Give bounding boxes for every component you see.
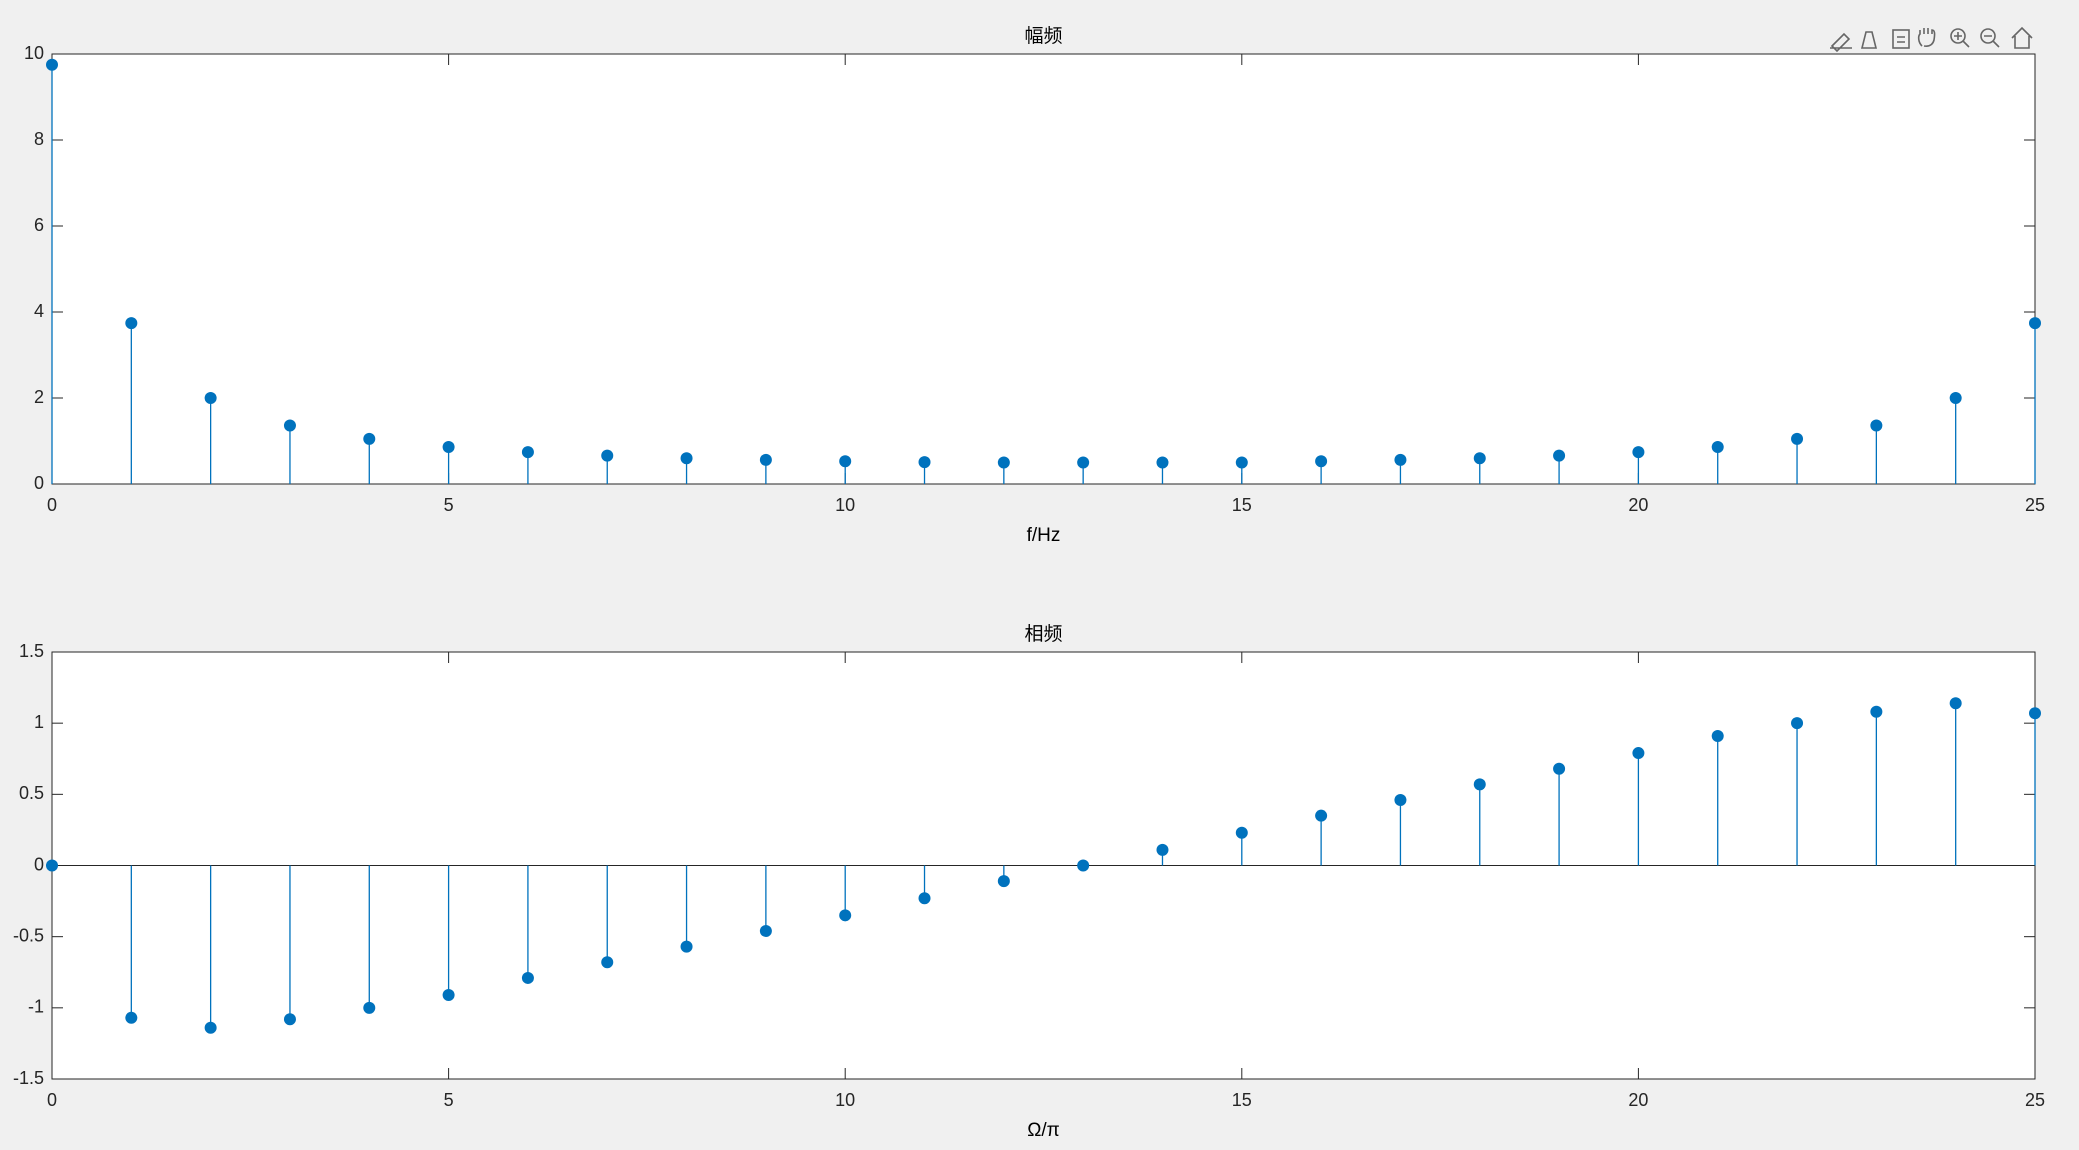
stem-marker (1791, 717, 1804, 730)
x-tick-label: 20 (1628, 1090, 1648, 1110)
stem-marker (839, 909, 852, 922)
toolbar (1830, 26, 2033, 53)
stem-marker (601, 956, 614, 969)
x-tick-label: 15 (1232, 1090, 1252, 1110)
stem-marker (1473, 452, 1486, 465)
stem-marker (283, 1013, 296, 1026)
y-tick-label: 10 (24, 43, 44, 63)
stem-marker (46, 58, 58, 71)
stem-marker (918, 456, 931, 469)
stem-marker (997, 875, 1010, 888)
stem-marker (1711, 729, 1724, 742)
stem-marker (601, 449, 614, 462)
x-tick-label: 25 (2025, 495, 2045, 515)
stem-marker (521, 446, 534, 459)
stem-marker (759, 924, 772, 937)
stem-marker (204, 392, 217, 404)
y-tick-label: -1 (28, 997, 44, 1017)
stem-marker (1156, 843, 1169, 856)
stem-marker (125, 317, 138, 330)
x-axis-label: Ω/π (1027, 1120, 1060, 1141)
stem-marker (680, 452, 693, 465)
x-tick-label: 5 (444, 1090, 454, 1110)
stem-marker (918, 892, 931, 905)
x-tick-label: 0 (47, 495, 57, 515)
stem-marker (442, 989, 455, 1002)
stem-marker (125, 1011, 138, 1024)
stem-marker (1473, 778, 1486, 791)
y-tick-label: 1 (34, 712, 44, 732)
y-tick-label: -1.5 (13, 1068, 44, 1088)
x-tick-label: 15 (1232, 495, 1252, 515)
stem-marker (2029, 317, 2041, 330)
datatip-icon[interactable] (1860, 31, 1878, 49)
stem-marker (680, 940, 693, 953)
stem-marker (521, 971, 534, 984)
x-tick-label: 5 (444, 495, 454, 515)
stem-marker (1315, 455, 1328, 468)
axes: 相频 Ω/π 0 5 10 15 20 25 -1.5 -1 -0.5 0 0.5 1 1.5 (13, 623, 2045, 1141)
axes-title: 相频 (1024, 623, 1062, 645)
stem-marker (2029, 707, 2041, 720)
stem-marker (1949, 392, 1962, 404)
stem-marker (997, 456, 1010, 469)
stem-marker (1077, 456, 1090, 469)
stem-marker (1949, 697, 1962, 710)
stem-marker (1632, 747, 1645, 760)
pan-icon[interactable] (1917, 28, 1936, 47)
stem-marker (1394, 794, 1407, 807)
x-tick-label: 20 (1628, 495, 1648, 515)
stem-marker (283, 419, 296, 432)
stem-marker (442, 441, 455, 454)
axes: 幅频 f/Hz 0 5 10 15 20 25 0 2 4 6 8 10 (24, 25, 2045, 546)
y-tick-label: -0.5 (13, 925, 44, 945)
x-tick-label: 10 (835, 495, 855, 515)
stem-marker (1315, 809, 1328, 822)
y-tick-label: 0.5 (19, 783, 44, 803)
stem-marker (1077, 859, 1090, 872)
y-tick-label: 2 (34, 387, 44, 407)
stem-marker (1553, 762, 1566, 775)
stem-marker (1632, 446, 1645, 459)
x-axis-label: f/Hz (1027, 525, 1061, 546)
x-tick-label: 25 (2025, 1090, 2045, 1110)
stem-marker (1235, 456, 1248, 469)
stem-marker (1711, 441, 1724, 454)
stem-marker (1156, 456, 1169, 469)
stem-marker (839, 455, 852, 468)
y-tick-label: 0 (34, 854, 44, 874)
home-icon[interactable] (2011, 26, 2033, 49)
stem-marker (204, 1021, 217, 1034)
stem-marker (363, 432, 376, 445)
plot-area (51, 53, 2036, 485)
zoom-in-icon[interactable] (1950, 28, 1970, 48)
y-tick-label: 1.5 (19, 641, 44, 661)
axes-title: 幅频 (1024, 25, 1062, 47)
stem-marker (363, 1001, 376, 1014)
brush-icon[interactable] (1830, 32, 1852, 53)
stem-marker (1553, 449, 1566, 462)
y-tick-label: 0 (34, 473, 44, 493)
zoom-out-icon[interactable] (1980, 28, 2000, 48)
stem-marker (1394, 453, 1407, 466)
y-tick-label: 8 (34, 129, 44, 149)
stem-marker (1235, 826, 1248, 839)
stem-marker (46, 859, 58, 872)
stem-marker (759, 453, 772, 466)
stem-marker (1791, 432, 1804, 445)
y-tick-label: 6 (34, 215, 44, 235)
x-tick-label: 0 (47, 1090, 57, 1110)
legend-icon[interactable] (1892, 29, 1910, 49)
y-tick-label: 4 (34, 301, 44, 321)
stem-marker (1870, 419, 1883, 432)
x-tick-label: 10 (835, 1090, 855, 1110)
stem-marker (1870, 705, 1883, 718)
